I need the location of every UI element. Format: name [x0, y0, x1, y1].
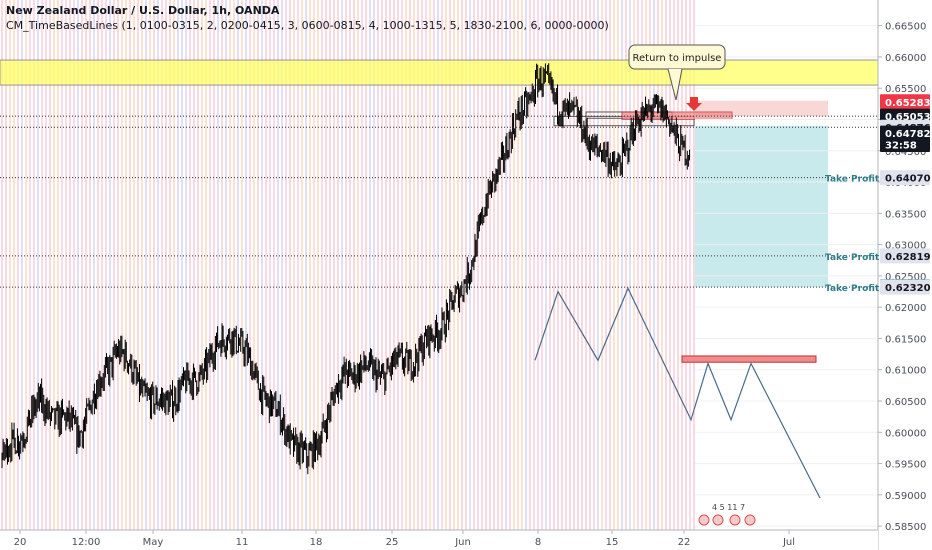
time-tick-label: 12:00	[72, 537, 101, 548]
price-label-badge[interactable]	[880, 170, 930, 186]
take-profit-zone[interactable]	[695, 125, 828, 288]
callout-pointer	[667, 68, 683, 101]
price-label-text: 0.62819	[885, 252, 931, 263]
price-tick-label: 0.61000	[885, 366, 926, 377]
chart-legend: New Zealand Dollar / U.S. Dollar, 1h, OA…	[6, 3, 609, 33]
entry-arrow[interactable]	[686, 96, 702, 111]
event-flag-icon[interactable]	[712, 514, 724, 526]
grid-layer	[695, 25, 878, 527]
time-tick-label: 8	[535, 537, 541, 548]
take-profit-label[interactable]: Take Profit	[825, 175, 880, 185]
indicator-title[interactable]: CM_TimeBasedLines (1, 0100-0315, 2, 0200…	[6, 19, 609, 32]
session-lines-layer	[1, 0, 695, 530]
price-axis: 0.665000.660000.655000.650000.645000.640…	[877, 0, 932, 550]
price-label-text: 32:58	[885, 141, 917, 152]
price-label-text: 0.64782	[885, 129, 931, 140]
event-flag-icon[interactable]	[744, 514, 756, 526]
price-tick-label: 0.63000	[885, 241, 926, 252]
time-tick-label: May	[143, 537, 164, 548]
price-tick-label: 0.64500	[885, 147, 926, 158]
callout-note[interactable]: Return to impulse	[628, 44, 726, 101]
price-label-badge[interactable]	[880, 248, 930, 264]
time-axis-bg	[0, 530, 878, 550]
event-count-label: 4 5 11 7	[712, 503, 745, 512]
take-profit-label[interactable]: Take Profit	[825, 284, 880, 294]
price-tick-label: 0.66500	[885, 22, 926, 33]
price-label-text: 0.64070	[885, 174, 931, 185]
projection-layer	[534, 286, 821, 499]
price-tick-label: 0.65500	[885, 84, 926, 95]
price-label-badge[interactable]	[880, 94, 930, 110]
zones-layer	[0, 59, 879, 363]
economic-events-row: 4 5 11 7	[698, 503, 756, 526]
time-tick-label: Jul	[782, 537, 795, 548]
callout-text: Return to impulse	[633, 53, 722, 64]
time-tick-label: 15	[606, 537, 619, 548]
time-tick-label: 20	[14, 537, 27, 548]
price-label-badge[interactable]	[880, 137, 930, 153]
time-tick-label: Jun	[454, 537, 471, 548]
price-tick-label: 0.61500	[885, 334, 926, 345]
resistance-zone[interactable]	[0, 59, 879, 86]
price-tick-label: 0.66000	[885, 53, 926, 64]
price-tick-label: 0.58500	[885, 522, 926, 533]
price-label-text: 0.65053	[885, 112, 931, 123]
projection-path[interactable]	[534, 286, 821, 499]
time-tick-label: 18	[310, 537, 323, 548]
price-axis-bg	[878, 0, 932, 550]
time-tick-label: 22	[678, 537, 691, 548]
horizontal-levels-layer	[0, 96, 878, 288]
price-tick-label: 0.60500	[885, 397, 926, 408]
symbol-title[interactable]: New Zealand Dollar / U.S. Dollar, 1h, OA…	[6, 4, 280, 17]
price-label-badge[interactable]	[880, 125, 930, 141]
take-profit-label[interactable]: Take Profit	[825, 253, 880, 263]
price-tick-label: 0.62000	[885, 303, 926, 314]
supply-zone[interactable]	[681, 355, 817, 363]
price-tick-label: 0.62500	[885, 272, 926, 283]
take-profit-labels: Take Profit Take Profit Take Profit	[825, 175, 880, 294]
candles-layer	[1, 63, 690, 475]
price-label-text: 0.62320	[885, 283, 931, 294]
time-axis: 20 12:00 May 11 18 25 Jun 8 15 22 Jul	[0, 529, 878, 550]
price-tick-label: 0.60000	[885, 428, 926, 439]
price-tick-label: 0.63500	[885, 209, 926, 220]
price-label-text: 0.65283	[885, 98, 931, 109]
time-tick-label: 25	[386, 537, 399, 548]
price-tick-label: 0.59000	[885, 491, 926, 502]
price-label-badge[interactable]	[880, 279, 930, 295]
price-tick-label: 0.59500	[885, 460, 926, 471]
time-tick-label: 11	[236, 537, 249, 548]
event-flag-icon[interactable]	[729, 514, 741, 526]
event-flag-icon[interactable]	[698, 514, 710, 526]
